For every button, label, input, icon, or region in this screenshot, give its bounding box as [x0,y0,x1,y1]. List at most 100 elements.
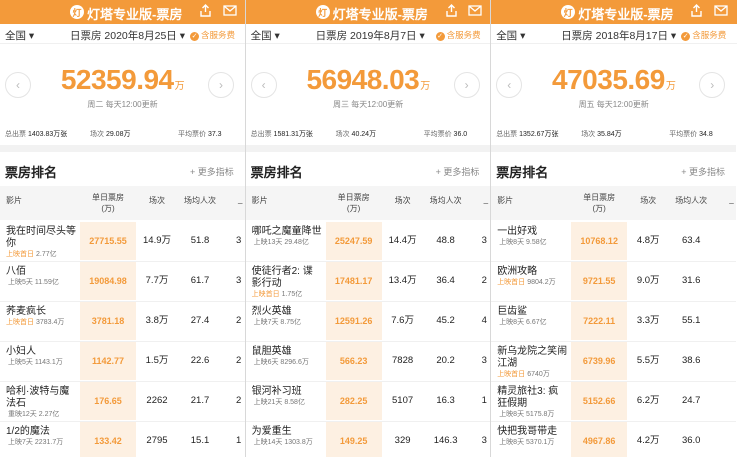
col-avg-attendance[interactable]: 场均人次 [675,196,708,205]
more-metrics-link[interactable]: + 更多指标 [681,167,725,177]
daily-revenue-cell: 12591.26 [325,302,382,340]
film-cell: 欧洲攻略 上映首日 9804.2万 [497,266,567,288]
col-daily-revenue[interactable]: 单日票房 (万) [583,193,616,213]
date-dropdown[interactable]: 日票房 2020年8月25日 ▾ [70,30,185,42]
table-row[interactable]: 八佰 上映5天 11.59亿 19084.98 7.7万 61.7 3 [0,262,245,302]
more-metrics-link[interactable]: + 更多指标 [435,167,480,177]
avg-attendance-cell: 146.3 [433,435,458,446]
region-dropdown[interactable]: 全国 ▾ [496,30,526,42]
caret-down-icon: ▾ [517,30,526,42]
col-avg-attendance[interactable]: 场均人次 [184,196,216,205]
caret-down-icon: ▾ [416,30,425,42]
film-name: 新乌龙院之笑闹江湖 [497,346,568,369]
mail-icon[interactable] [222,4,237,19]
prev-day-button[interactable]: ‹ [5,72,31,98]
prev-day-button[interactable]: ‹ [496,72,523,98]
total-shows: 场次 40.24万 [335,131,377,138]
mail-icon[interactable] [468,4,483,19]
table-row[interactable]: 巨齿鲨 上映8天 6.67亿 7222.11 3.3万 55.1 [491,302,737,342]
filter-bar: 全国 ▾ 日票房 2020年8月25日 ▾ ✓ 含服务费 [0,24,245,44]
col-shows[interactable]: 场次 [149,196,165,205]
table-row[interactable]: 哈利·波特与魔法石 重映12天 2.27亿 176.65 2262 21.7 2 [0,382,245,422]
table-row[interactable]: 荞麦疯长 上映首日 3783.4万 3781.18 3.8万 27.4 2 [0,302,245,342]
film-cell: 烈火英雄 上映7天 8.75亿 [252,306,322,328]
next-day-button[interactable]: › [699,72,726,98]
col-more[interactable]: _ [483,195,489,204]
table-row[interactable]: 我在时间尽头等你 上映首日 2.77亿 27715.55 14.9万 51.8 3 [0,222,245,262]
table-row[interactable]: 1/2的魔法 上映7天 2231.7万 133.42 2795 15.1 1 [0,422,245,457]
film-cell: 1/2的魔法 上映7天 2231.7万 [6,426,76,448]
share-icon[interactable] [689,4,704,19]
film-cell: 哈利·波特与魔法石 重映12天 2.27亿 [6,386,76,420]
share-icon[interactable] [444,4,459,19]
film-release-info: 上映7天 2231.7万 [8,439,64,446]
shows-cell: 5107 [392,395,414,406]
shows-cell: 3.3万 [636,315,660,326]
avg-attendance-cell: 51.8 [190,235,210,246]
share-icon[interactable] [198,4,213,19]
date-dropdown[interactable]: 日票房 2018年8月17日 ▾ [561,30,677,42]
ranking-table-body: 我在时间尽头等你 上映首日 2.77亿 27715.55 14.9万 51.8 3… [0,222,245,457]
film-cell: 为爱重生 上映14天 1303.8万 [252,426,322,448]
region-dropdown[interactable]: 全国 ▾ [5,30,35,42]
service-fee-toggle[interactable]: ✓ 含服务费 [681,30,727,41]
table-row[interactable]: 为爱重生 上映14天 1303.8万 149.25 329 146.3 3 [246,422,491,457]
next-day-button[interactable]: › [208,72,234,98]
col-shows[interactable]: 场次 [640,196,657,205]
update-note: 周三 每天12:00更新 [332,100,404,109]
col-film[interactable]: 影片 [497,196,514,205]
table-row[interactable]: 烈火英雄 上映7天 8.75亿 12591.26 7.6万 45.2 4 [245,302,491,342]
film-name: 我在时间尽头等你 [6,226,76,249]
table-row[interactable]: 使徒行者2: 谍影行动 上映首日 1.75亿 17481.17 13.4万 36.… [245,262,491,302]
daily-revenue-cell: 176.65 [80,382,136,420]
table-row[interactable]: 新乌龙院之笑闹江湖 上映首日 6740万 6739.96 5.5万 38.6 [491,342,737,382]
col-daily-revenue[interactable]: 单日票房 (万) [92,193,124,213]
check-icon: ✓ [190,32,199,41]
service-fee-toggle[interactable]: ✓ 含服务费 [435,30,481,41]
film-cell: 银河补习班 上映21天 8.58亿 [252,386,322,408]
film-release-info: 上映首日 1.75亿 [251,291,303,298]
col-more[interactable]: _ [238,195,243,204]
col-film[interactable]: 影片 [251,196,268,205]
daily-revenue-cell: 5152.66 [571,382,628,420]
daily-total-amount: 52359.94万 [60,64,185,95]
col-film[interactable]: 影片 [6,196,22,205]
col-daily-revenue[interactable]: 单日票房 (万) [337,193,370,213]
table-row[interactable]: 一出好戏 上映8天 9.58亿 10768.12 4.8万 63.4 [491,222,737,262]
next-day-button[interactable]: › [453,72,480,98]
col-shows[interactable]: 场次 [394,196,411,205]
caret-down-icon: ▾ [271,30,280,42]
daily-total-amount: 56948.03万 [306,64,430,95]
table-row[interactable]: 银河补习班 上映21天 8.58亿 282.25 5107 16.3 1 [245,382,491,422]
date-dropdown[interactable]: 日票房 2019年8月7日 ▾ [315,30,425,42]
table-row[interactable]: 小妇人 上映5天 1143.1万 1142.77 1.5万 22.6 2 [0,342,245,382]
daily-revenue-cell: 149.25 [325,422,382,457]
col-more[interactable]: _ [729,195,734,204]
table-row[interactable]: 鼠胆英雄 上映6天 8296.6万 566.23 7828 20.2 3 [245,342,491,382]
service-fee-toggle[interactable]: ✓ 含服务费 [190,30,236,41]
filter-bar: 全国 ▾ 日票房 2018年8月17日 ▾ ✓ 含服务费 [491,24,737,44]
total-tickets: 总出票 1403.83万张 [5,131,68,138]
region-dropdown[interactable]: 全国 ▾ [250,30,280,42]
col-avg-attendance[interactable]: 场均人次 [429,196,462,205]
more-metrics-link[interactable]: + 更多指标 [190,167,234,177]
prev-day-button[interactable]: ‹ [250,72,277,98]
film-name: 银河补习班 [251,386,302,397]
shows-cell: 14.4万 [388,235,417,246]
film-cell: 我在时间尽头等你 上映首日 2.77亿 [6,226,76,260]
shows-cell: 7.6万 [391,315,414,326]
table-row[interactable]: 精灵旅社3: 疯狂假期 上映8天 5175.8万 5152.66 6.2万 24… [491,382,737,422]
totals-bar: 总出票 1352.67万张 场次 35.84万 平均票价 34.8 [491,127,736,141]
table-row[interactable]: 快把我哥带走 上映8天 5370.1万 4967.86 4.2万 36.0 [491,422,736,457]
extra-cell: 1 [481,395,487,406]
app-title: 灯塔专业版-票房 [87,7,183,22]
table-row[interactable]: 欧洲攻略 上映首日 9804.2万 9721.55 9.0万 31.6 [491,262,737,302]
avg-attendance-cell: 16.3 [436,395,455,406]
film-name: 为爱重生 [251,426,292,437]
daily-revenue-cell: 9721.55 [571,262,628,300]
avg-attendance-cell: 55.1 [681,315,701,326]
table-row[interactable]: 哪吒之魔童降世 上映13天 29.48亿 25247.59 14.4万 48.8… [245,222,491,262]
mail-icon[interactable] [713,4,728,19]
extra-cell: 2 [481,275,487,286]
section-divider [245,145,491,152]
